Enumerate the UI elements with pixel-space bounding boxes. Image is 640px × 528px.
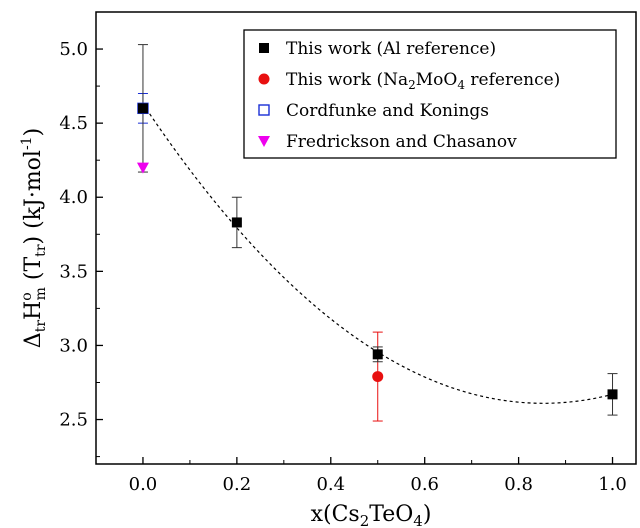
legend-marker	[258, 104, 270, 116]
x-axis-title: x(Cs2TeO4)	[311, 502, 432, 528]
legend: This work (Al reference) This work (Na2Mo…	[243, 29, 617, 159]
plot-area-border	[95, 11, 637, 465]
x-tick-label: 0.8	[504, 474, 533, 495]
legend-label: Fredrickson and Chasanov	[286, 132, 517, 152]
data-point	[136, 162, 149, 174]
data-point	[231, 217, 242, 228]
x-tick-label: 0.0	[129, 474, 158, 495]
x-axis: 0.0 0.2 0.4 0.6 0.8 1.0	[95, 457, 627, 495]
legend-marker	[258, 73, 270, 85]
marker-layer	[136, 102, 618, 400]
y-tick-label: 3.0	[59, 335, 88, 356]
y-axis: 2.5 3.0 3.5 4.0 4.5 5.0	[59, 11, 103, 458]
x-tick-label: 0.6	[410, 474, 439, 495]
x-tick-label: 0.2	[223, 474, 252, 495]
x-tick-label: 0.4	[316, 474, 345, 495]
legend-label: Cordfunke and Konings	[286, 101, 489, 121]
y-tick-label: 4.0	[59, 187, 88, 208]
legend-label: This work (Al reference)	[286, 39, 496, 59]
y-tick-label: 4.5	[59, 113, 88, 134]
legend-marker	[259, 43, 269, 53]
data-point	[372, 349, 383, 360]
data-point	[372, 371, 384, 383]
legend-marker	[258, 136, 270, 147]
legend-box	[243, 29, 617, 159]
y-tick-label: 2.5	[59, 410, 88, 431]
x-tick-label: 1.0	[598, 474, 627, 495]
y-tick-label: 3.5	[59, 261, 88, 282]
y-axis-title: ΔtrHom (Ttr) (kJ·mol-1)	[19, 128, 49, 348]
plot-frame	[95, 11, 637, 465]
data-point	[137, 103, 148, 114]
data-point	[607, 389, 618, 400]
legend-label: This work (Na2MoO4 reference)	[286, 70, 560, 92]
y-tick-label: 5.0	[59, 39, 88, 60]
